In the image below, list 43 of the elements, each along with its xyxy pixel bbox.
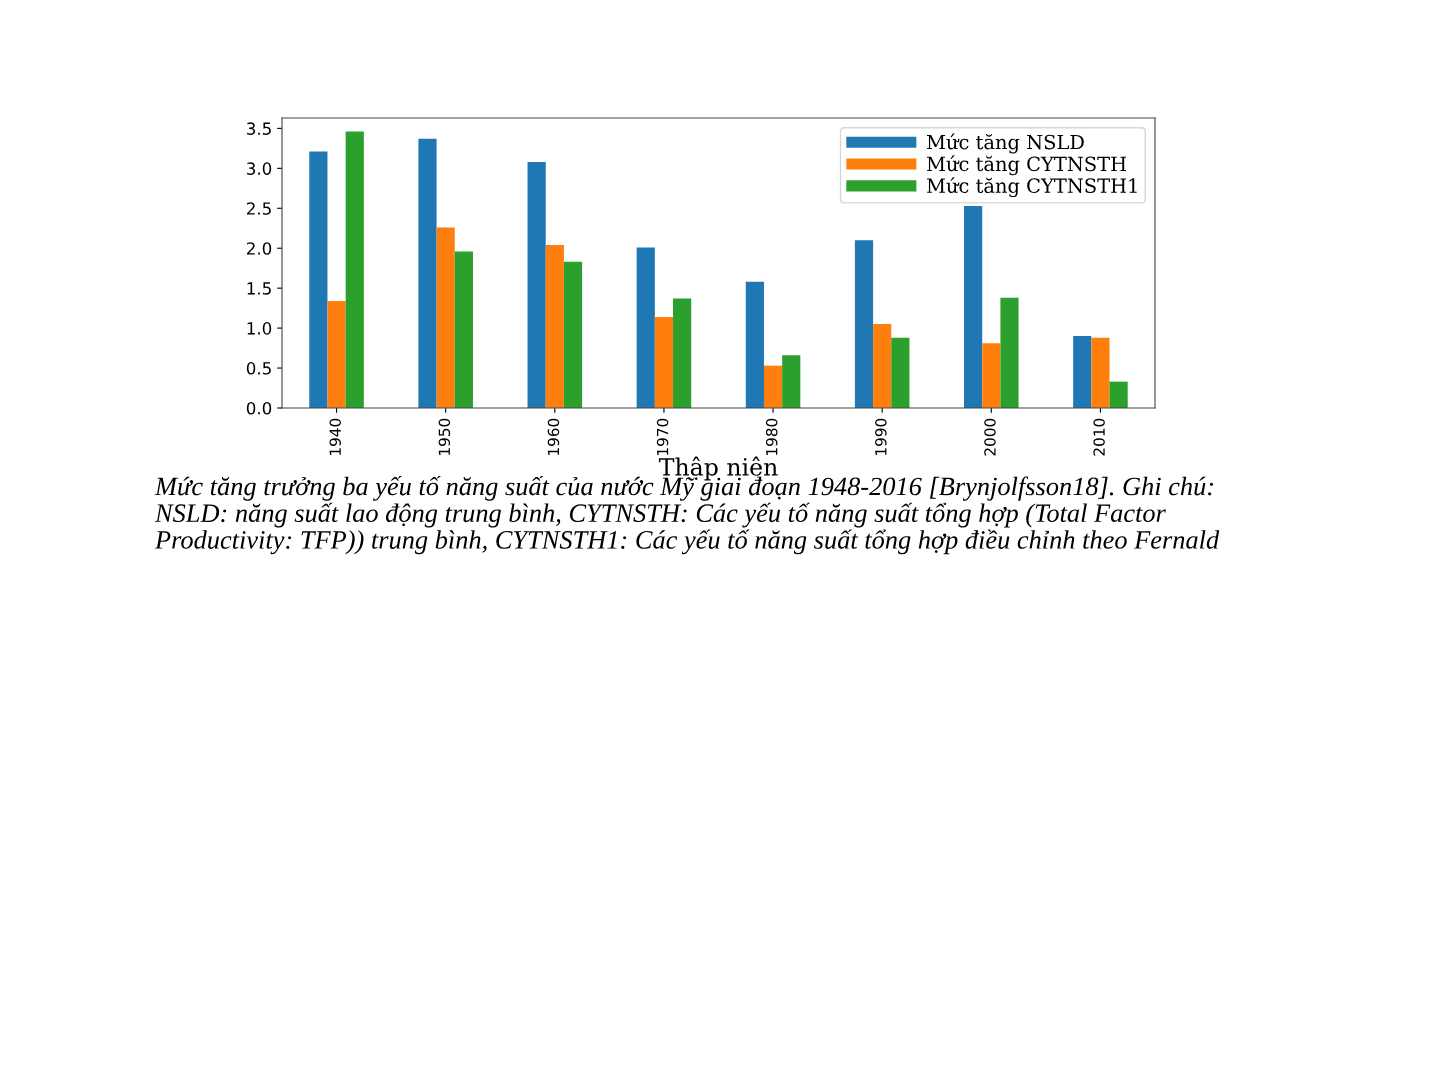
bar: [873, 324, 892, 408]
y-tick-label: 0.5: [246, 362, 271, 375]
y-tick-label: 3.0: [247, 162, 272, 175]
bar: [545, 245, 564, 408]
x-tick-label: 1980: [765, 418, 778, 455]
y-tick-label: 3.5: [247, 122, 271, 135]
bar: [673, 298, 692, 408]
legend-label: Mức tăng CYTNSTH1: [927, 177, 1137, 198]
bar: [654, 316, 674, 408]
bar: [982, 343, 1001, 408]
y-tick-label: 1.0: [247, 322, 272, 335]
bar: [782, 355, 801, 408]
bar: [454, 251, 473, 408]
bar: [1091, 337, 1110, 408]
bar: [436, 227, 455, 408]
y-tick-label: 2.5: [246, 202, 271, 215]
y-tick-label: 1.5: [247, 282, 271, 295]
bar: [745, 281, 764, 408]
x-tick-label: 1950: [438, 418, 451, 455]
x-tick-label: 1960: [547, 418, 560, 455]
bar: [763, 365, 783, 408]
bar: [563, 261, 583, 408]
x-tick-label: 2000: [984, 418, 996, 456]
bar: [636, 247, 655, 408]
bar: [1000, 297, 1019, 408]
bar: [891, 337, 910, 408]
bar: [418, 138, 437, 408]
y-tick-label: 0.0: [246, 401, 272, 415]
bar: [309, 151, 328, 408]
bar: [1073, 336, 1092, 408]
legend-label: Mức tăng NSLD: [927, 133, 1084, 154]
legend-label: Mức tăng CYTNSTH: [927, 155, 1126, 176]
x-tick-label: 1970: [656, 418, 669, 455]
x-tick-label: 1940: [329, 418, 341, 455]
x-tick-label: 2010: [1093, 418, 1105, 456]
bar: [1109, 381, 1128, 408]
bar: [854, 240, 874, 408]
bar: [327, 300, 346, 408]
bar: [345, 131, 364, 408]
bar: [527, 161, 546, 408]
bar: [964, 205, 983, 408]
x-tick-label: 1990: [875, 418, 887, 455]
y-tick-label: 2.0: [246, 242, 272, 255]
